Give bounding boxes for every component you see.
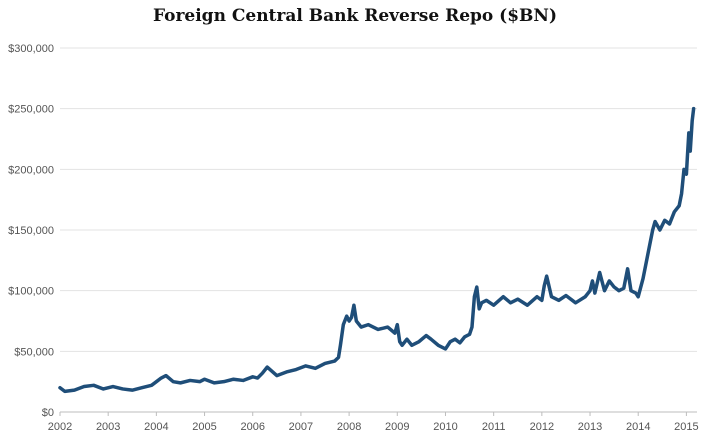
x-tick-label: 2010 (433, 421, 457, 433)
x-tick-label: 2007 (289, 421, 313, 433)
axes: $0 $50,000 $100,000 $150,000 $200,000 $250,00… (8, 43, 699, 433)
x-tick-label: 2014 (626, 421, 650, 433)
x-tick-label: 2002 (48, 421, 72, 433)
chart-title: Foreign Central Bank Reverse Repo ($BN) (152, 6, 558, 26)
y-tick-label: $50,000 (14, 346, 54, 358)
x-tick-label: 2013 (578, 421, 602, 433)
x-tick-label: 2008 (337, 421, 361, 433)
x-tick-label: 2012 (530, 421, 554, 433)
x-tick-label: 2003 (96, 421, 120, 433)
x-tick-label: 2006 (240, 421, 264, 433)
gridlines (60, 47, 697, 352)
series-line (58, 106, 696, 394)
series-layer (58, 106, 696, 394)
y-tick-label: $0 (42, 407, 54, 419)
x-tick-label: 2004 (144, 421, 168, 433)
y-tick-label: $250,000 (8, 104, 54, 116)
y-tick-label: $100,000 (8, 286, 54, 298)
y-tick-label: $300,000 (8, 43, 54, 55)
y-tick-label: $200,000 (8, 164, 54, 176)
x-tick-label: 2015 (674, 421, 698, 433)
x-tick-label: 2009 (385, 421, 409, 433)
x-tick-label: 2011 (482, 421, 506, 433)
x-tick-label: 2005 (192, 421, 216, 433)
y-tick-label: $150,000 (8, 225, 54, 237)
